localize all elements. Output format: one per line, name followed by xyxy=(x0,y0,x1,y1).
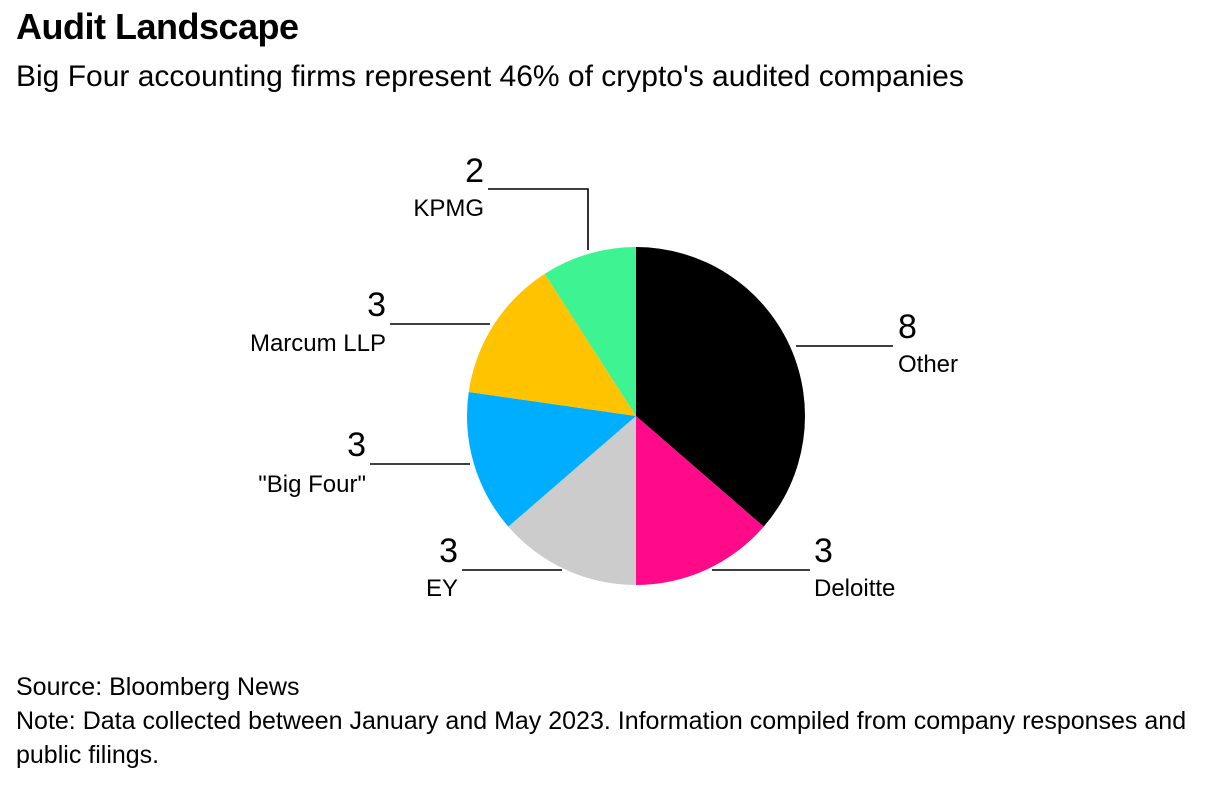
slice-value-big-four: 3 xyxy=(347,426,366,464)
chart-subtitle: Big Four accounting firms represent 46% … xyxy=(16,60,964,93)
slice-label-ey: EY xyxy=(426,575,458,602)
slice-label-deloitte: Deloitte xyxy=(814,575,895,602)
pie-slice-big-four xyxy=(467,391,636,527)
pie-slice-marcum-llp xyxy=(468,273,636,416)
slice-labels: 8 Other 3 Deloitte 3 EY 3 "Big Four" 3 Marcum LLP… xyxy=(250,152,958,602)
slice-label-kpmg: KPMG xyxy=(413,195,484,222)
slice-label-marcum-llp: Marcum LLP xyxy=(250,330,386,357)
slice-value-deloitte: 3 xyxy=(814,532,833,570)
pie-slice-other xyxy=(636,247,805,527)
leader-line-kpmg xyxy=(488,188,589,250)
slice-value-marcum-llp: 3 xyxy=(367,286,386,324)
data-note: Note: Data collected between January and… xyxy=(16,707,1187,769)
pie-slice-kpmg xyxy=(544,247,636,416)
slice-value-kpmg: 2 xyxy=(465,152,484,190)
leader-lines xyxy=(370,188,893,571)
pie-chart: 8 Other 3 Deloitte 3 EY 3 "Big Four" 3 Marcum LLP… xyxy=(250,152,958,602)
chart-footer: Source: Bloomberg News Note: Data collec… xyxy=(16,670,1196,772)
pie-slice-deloitte xyxy=(636,416,764,585)
source-note: Source: Bloomberg News xyxy=(16,673,300,701)
slice-value-ey: 3 xyxy=(439,532,458,570)
slice-label-big-four: "Big Four" xyxy=(258,471,366,498)
pie-slice-ey xyxy=(508,416,636,585)
slice-value-other: 8 xyxy=(898,308,917,346)
pie-slices xyxy=(467,247,805,585)
slice-label-other: Other xyxy=(898,351,958,378)
chart-title: Audit Landscape xyxy=(16,6,299,47)
